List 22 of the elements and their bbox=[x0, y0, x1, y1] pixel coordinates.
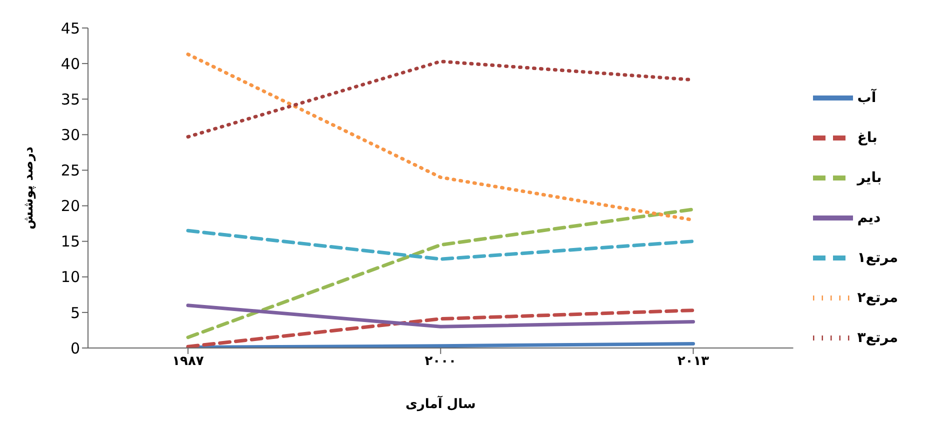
y-axis-title: درصد پوشش bbox=[22, 146, 37, 230]
legend-label: دیم bbox=[857, 210, 881, 226]
legend-label: مرتع۱ bbox=[857, 250, 898, 266]
y-tick-label: 5 bbox=[70, 304, 80, 322]
y-tick-label: 25 bbox=[60, 162, 80, 180]
legend-label: مرتع۲ bbox=[857, 290, 898, 306]
y-tick-label: 0 bbox=[70, 339, 80, 358]
x-tick-label: ۲۰۰۰ bbox=[424, 354, 456, 370]
x-tick-label: ۲۰۱۳ bbox=[677, 354, 710, 370]
x-tick-label: ۱۹۸۷ bbox=[172, 354, 204, 370]
y-tick-label: 30 bbox=[60, 126, 80, 144]
legend-label: آب bbox=[857, 90, 876, 106]
x-axis-title: سال آماری bbox=[405, 395, 476, 412]
y-tick-label: 40 bbox=[60, 54, 80, 73]
y-tick-label: 45 bbox=[60, 19, 80, 38]
y-tick-label: 35 bbox=[60, 90, 80, 108]
legend-label: مرتع۳ bbox=[857, 330, 898, 346]
y-tick-label: 10 bbox=[60, 268, 80, 286]
legend-label: بایر bbox=[857, 170, 882, 186]
y-tick-label: 15 bbox=[60, 232, 80, 251]
y-tick-label: 20 bbox=[60, 197, 80, 216]
legend-label: باغ bbox=[857, 130, 878, 146]
